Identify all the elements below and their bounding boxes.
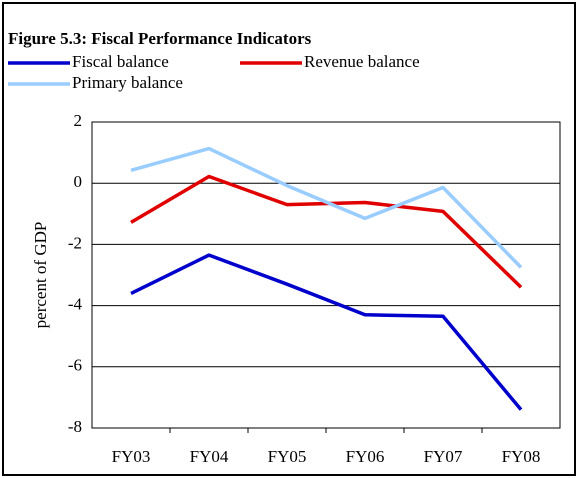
y-axis-label: percent of GDP	[31, 222, 50, 329]
x-tick-label: FY05	[268, 447, 307, 466]
series-line	[130, 253, 523, 411]
x-tick-label: FY04	[190, 447, 229, 466]
legend-label: Revenue balance	[304, 52, 420, 71]
y-tick-label: 0	[74, 172, 83, 191]
x-tick-label: FY07	[424, 447, 463, 466]
y-tick-label: -6	[68, 356, 82, 375]
legend-label: Primary balance	[72, 73, 183, 92]
y-tick-label: 2	[74, 111, 83, 130]
y-tick-label: -2	[68, 233, 82, 252]
x-tick-label: FY03	[112, 447, 151, 466]
y-tick-label: -8	[68, 417, 82, 436]
chart-title: Figure 5.3: Fiscal Performance Indicator…	[8, 29, 312, 48]
y-tick-label: -4	[68, 295, 83, 314]
legend-label: Fiscal balance	[72, 52, 169, 71]
series-line	[130, 146, 523, 269]
x-tick-label: FY06	[346, 447, 385, 466]
x-tick-label: FY08	[502, 447, 541, 466]
